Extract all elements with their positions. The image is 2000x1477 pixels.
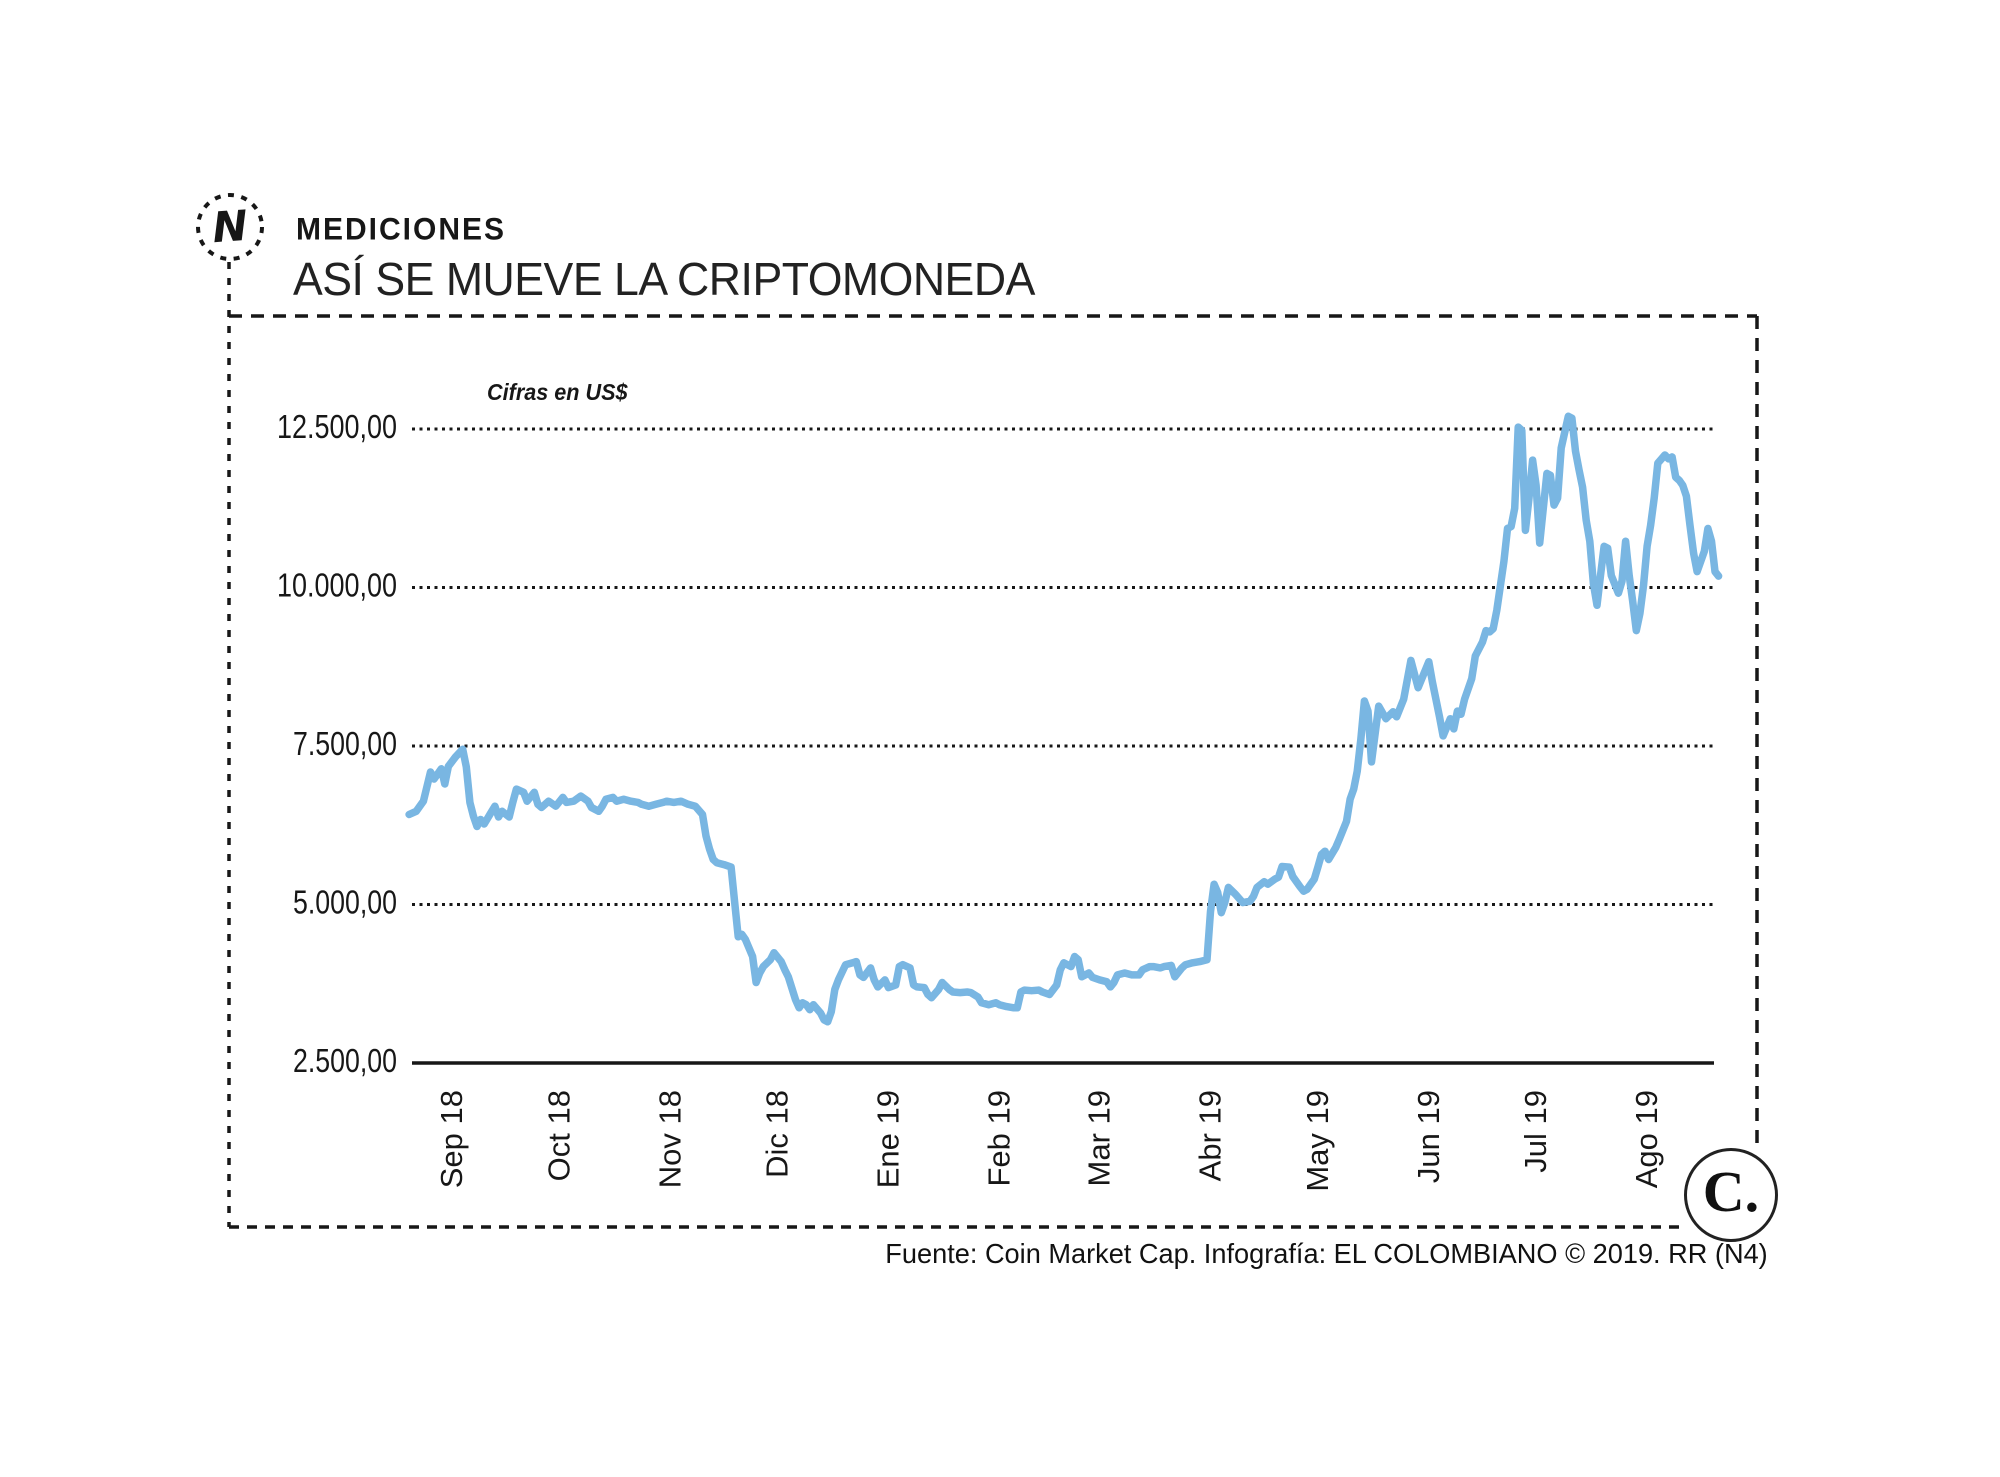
x-axis-label: Oct 18: [541, 1090, 576, 1181]
n-logo-circle: [196, 193, 264, 261]
y-axis-label: 12.500,00: [277, 408, 397, 445]
y-axis-label: 7.500,00: [293, 725, 397, 762]
x-axis-label: Jul 19: [1518, 1090, 1553, 1173]
source-credit: Fuente: Coin Market Cap. Infografía: EL …: [885, 1238, 1768, 1269]
y-axis-label: 10.000,00: [277, 567, 397, 604]
el-colombiano-logo: C.: [1684, 1148, 1778, 1242]
y-axis-label: 5.000,00: [293, 884, 397, 921]
x-axis-label: Ene 19: [871, 1090, 906, 1188]
x-axis-labels: Sep 18 Oct 18 Nov 18 Dic 18 Ene 19 Feb 19 Mar …: [434, 1090, 1664, 1192]
x-axis-label: Dic 18: [760, 1090, 795, 1178]
section-kicker: MEDICIONES: [296, 212, 507, 247]
x-axis-label: Feb 19: [981, 1090, 1016, 1187]
x-axis-label: Jun 19: [1411, 1090, 1446, 1183]
el-colombiano-logo-letter: C.: [1702, 1159, 1760, 1224]
x-axis-label: May 19: [1300, 1090, 1335, 1192]
x-axis-label: Ago 19: [1629, 1090, 1664, 1188]
y-axis-label: 2.500,00: [293, 1042, 397, 1079]
x-axis-label: Sep 18: [434, 1090, 469, 1188]
n-logo-letter: N: [210, 200, 250, 252]
x-axis-label: Abr 19: [1193, 1090, 1228, 1181]
x-axis-label: Nov 18: [652, 1090, 687, 1188]
x-axis-label: Mar 19: [1082, 1090, 1117, 1186]
gridlines: [412, 427, 1714, 1065]
page-title: ASÍ SE MUEVE LA CRIPTOMONEDA: [293, 253, 1035, 305]
y-axis-labels: 12.500,00 10.000,00 7.500,00 5.000,00 2.500,…: [277, 408, 397, 1079]
units-note: Cifras en US$: [487, 379, 628, 405]
price-line: [405, 412, 1723, 1026]
